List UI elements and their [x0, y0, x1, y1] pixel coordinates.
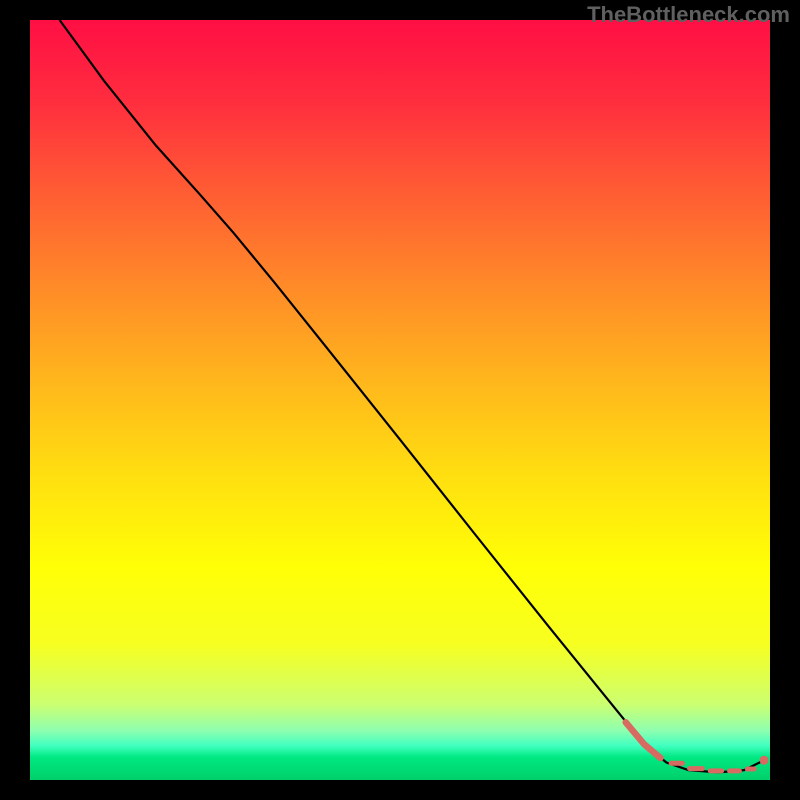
highlight-dash	[745, 767, 757, 772]
chart-stage: TheBottleneck.com	[0, 0, 800, 800]
highlight-dash	[708, 768, 724, 773]
highlight-dash	[687, 766, 705, 771]
plot-background	[30, 20, 770, 780]
highlight-dash	[727, 768, 742, 773]
highlight-end-dot	[760, 756, 769, 765]
watermark-text: TheBottleneck.com	[587, 2, 790, 28]
highlight-dash	[669, 761, 685, 766]
chart-svg	[0, 0, 800, 800]
